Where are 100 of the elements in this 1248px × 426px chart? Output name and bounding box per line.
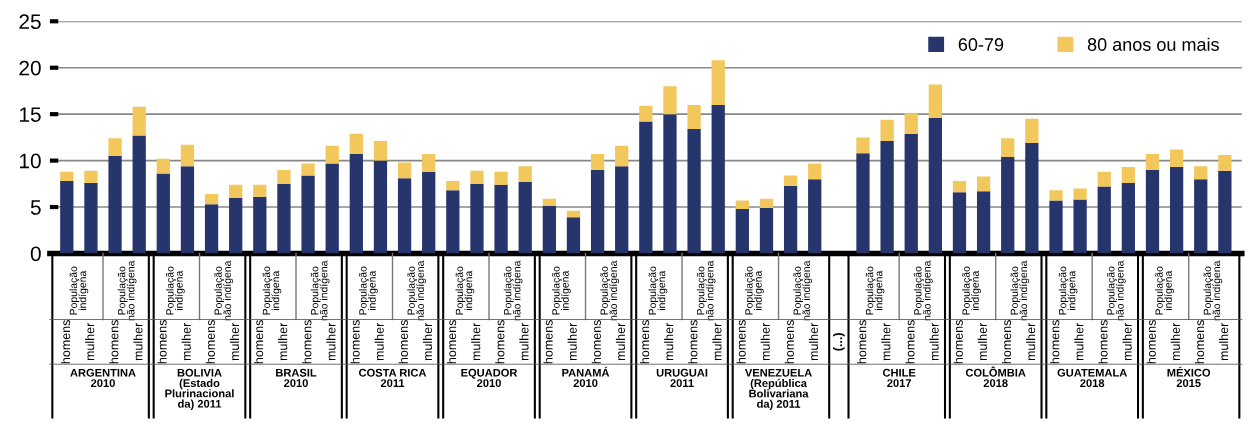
bar <box>1001 138 1015 157</box>
text: MÉXICO 2015 <box>1167 366 1211 388</box>
text: ARGENTINA 2010 <box>70 368 136 388</box>
text: BOLIVIA (Estado Plurinacional da) 2011 <box>165 368 234 410</box>
text: População não indígena <box>503 260 523 321</box>
y-tick-label: 25 <box>19 14 41 30</box>
x-tick-label: homens <box>1098 320 1108 364</box>
bar <box>783 175 798 186</box>
bar <box>518 166 532 182</box>
bar <box>132 106 146 136</box>
x-tick-label: mulher <box>181 322 191 361</box>
y-tick-label: 5 <box>30 200 41 215</box>
bar <box>132 135 146 254</box>
bar <box>1218 170 1232 254</box>
x-tick-label: mulher <box>374 322 384 361</box>
x-tick-label: mulher <box>760 322 770 361</box>
x-tick-label: homens <box>253 320 264 364</box>
bar <box>880 141 894 254</box>
x-tick-label: homens <box>953 320 963 364</box>
bar <box>180 144 195 167</box>
bar <box>1169 167 1184 254</box>
bar <box>325 163 339 254</box>
bar <box>952 192 967 254</box>
y-tick-label: 0 <box>30 246 41 262</box>
bar <box>156 158 170 174</box>
x-tick-label: homens <box>1001 320 1012 364</box>
x-tick-label: homens <box>447 320 457 364</box>
bar <box>928 84 942 118</box>
bar <box>1001 156 1015 254</box>
bar <box>446 181 460 191</box>
x-tick-label: homens <box>640 320 650 364</box>
x-tick-label: homens <box>205 320 215 364</box>
bar <box>880 119 894 142</box>
text: População não indígena <box>793 260 813 321</box>
x-tick-label: mulher <box>326 322 336 361</box>
bar <box>518 181 532 254</box>
bar <box>397 162 412 179</box>
x-tick-label: homens <box>736 320 746 364</box>
bar <box>1025 118 1039 143</box>
x-tick-label: homens <box>688 320 698 364</box>
bar <box>904 133 918 254</box>
bar <box>735 208 749 254</box>
text: População indígena <box>165 266 185 315</box>
bar <box>397 178 412 254</box>
text: População indígena <box>455 266 475 315</box>
x-tick-label: homens <box>543 320 553 364</box>
text: URUGUAI 2011 <box>656 368 708 388</box>
bar <box>229 184 243 198</box>
bar <box>1025 142 1039 254</box>
bar <box>615 166 629 254</box>
bar <box>590 169 605 254</box>
bar <box>759 207 774 254</box>
x-tick-label: mulher <box>519 322 529 361</box>
text: População não indígena <box>117 260 137 321</box>
bar <box>60 181 74 254</box>
text: População indígena <box>865 266 885 315</box>
text: VENEZUELA (República Bolivariana da) 2011 <box>744 368 812 411</box>
x-tick-label: homens <box>1050 320 1060 364</box>
x-tick-label: homens <box>1146 320 1156 364</box>
x-tick-label: homens <box>398 320 408 364</box>
x-tick-label: mulher <box>471 322 481 361</box>
bar <box>1049 200 1063 254</box>
x-tick-label: homens <box>495 320 505 364</box>
bar <box>615 145 629 167</box>
bar <box>566 217 581 254</box>
text: COSTA RICA 2011 <box>359 368 427 388</box>
y-tick-label: 15 <box>20 107 41 122</box>
x-tick-label: homens <box>784 320 794 364</box>
bar <box>1145 169 1160 254</box>
bar <box>301 175 315 254</box>
text: População indígena <box>69 266 89 315</box>
bar <box>1097 186 1111 254</box>
bar <box>590 154 605 170</box>
bar <box>1194 166 1208 180</box>
bar <box>253 196 267 254</box>
bar <box>84 182 98 254</box>
bar <box>277 169 291 184</box>
bar <box>1121 167 1135 183</box>
bar <box>373 141 388 161</box>
text: População não indígena <box>913 260 933 321</box>
bar <box>928 117 942 254</box>
bar <box>904 113 918 134</box>
bar <box>470 183 484 254</box>
bar <box>1073 199 1087 254</box>
bar <box>494 171 508 185</box>
y-tick-label: 10 <box>20 153 41 169</box>
x-tick-label: mulher <box>422 322 433 361</box>
bar <box>759 198 774 208</box>
x-tick-label: (...) <box>833 333 845 351</box>
bar <box>783 185 798 254</box>
x-tick-label: mulher <box>615 322 626 361</box>
bar <box>808 163 822 180</box>
bar <box>253 184 267 197</box>
text: BRASIL 2010 <box>276 368 317 388</box>
x-tick-label: mulher <box>1026 322 1036 361</box>
bar <box>349 133 363 155</box>
text: População não indígena <box>1203 260 1223 321</box>
bar <box>1194 179 1208 254</box>
text: População não indígena <box>310 260 330 321</box>
x-tick-label: mulher <box>977 322 987 361</box>
